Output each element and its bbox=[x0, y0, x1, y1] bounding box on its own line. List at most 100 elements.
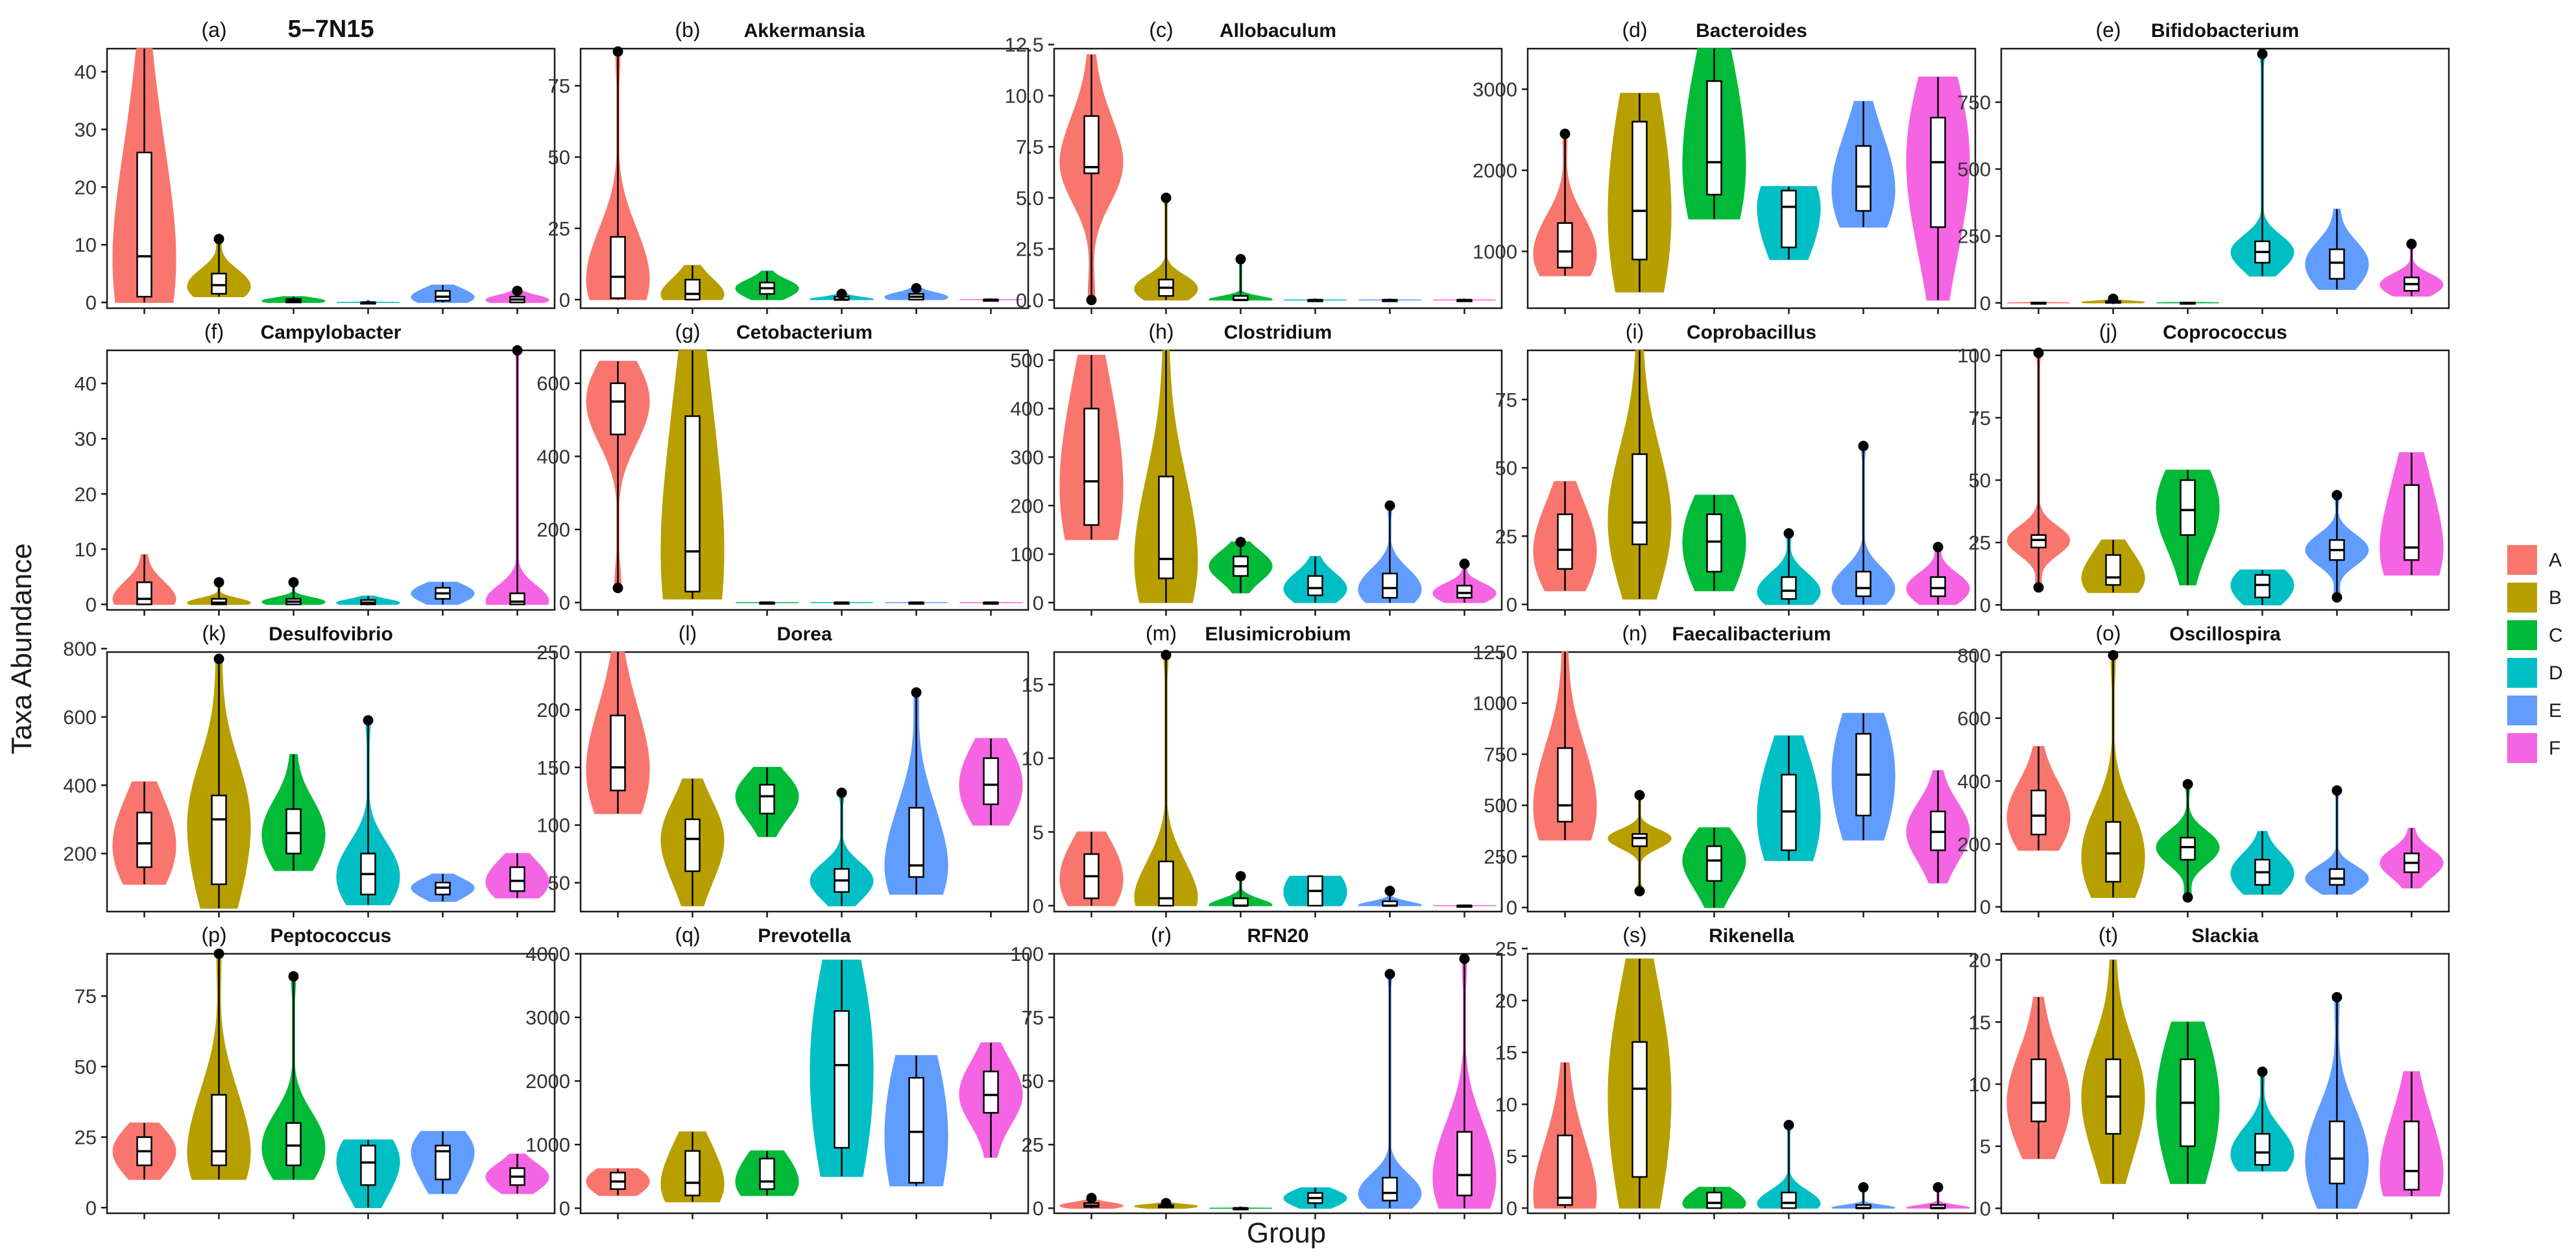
violin-D bbox=[810, 601, 873, 605]
panel-letter: (t) bbox=[2099, 923, 2118, 947]
y-tick-label: 40 bbox=[75, 61, 97, 84]
y-tick-label: 20 bbox=[1495, 989, 1517, 1012]
outlier-point bbox=[2257, 49, 2268, 60]
y-tick-label: 400 bbox=[1010, 398, 1044, 420]
panel-title: Coprobacillus bbox=[1687, 322, 1816, 343]
violin-E bbox=[2305, 208, 2369, 290]
violin-E bbox=[2305, 785, 2369, 895]
violin-A bbox=[112, 554, 176, 605]
violin-E bbox=[1358, 886, 1422, 907]
violin-C bbox=[1682, 48, 1746, 220]
violin-B bbox=[1607, 790, 1672, 897]
y-tick-label: 0 bbox=[559, 289, 570, 311]
box bbox=[983, 1071, 999, 1114]
outlier-point bbox=[213, 653, 224, 664]
violin-C bbox=[1209, 254, 1273, 302]
y-tick-label: 0.0 bbox=[1016, 289, 1044, 311]
panel-bifidobacterium: 0 250 500 750 (e) Bifidobacterium bbox=[1957, 18, 2450, 315]
violin-B bbox=[1134, 192, 1198, 301]
y-tick-label: 10.0 bbox=[1005, 84, 1044, 107]
panel-title: Prevotella bbox=[758, 925, 851, 947]
panel-title: Allobaculum bbox=[1220, 20, 1336, 42]
y-tick-label: 10 bbox=[75, 538, 97, 561]
legend-label-D: D bbox=[2549, 662, 2563, 684]
y-tick-label: 25 bbox=[75, 1126, 97, 1149]
y-tick-label: 800 bbox=[1957, 644, 1991, 667]
violin-B bbox=[2081, 959, 2145, 1184]
y-tick-label: 0 bbox=[1980, 1197, 1991, 1220]
outlier-point bbox=[2331, 490, 2342, 501]
y-tick-label: 75 bbox=[1022, 1006, 1044, 1029]
box bbox=[211, 273, 227, 295]
box bbox=[1456, 585, 1473, 599]
panel-desulfovibrio: 200 400 600 800 (k) Desulfovibrio bbox=[63, 622, 556, 917]
y-tick-label: 5.0 bbox=[1016, 187, 1044, 210]
y-tick-label: 100 bbox=[1010, 543, 1044, 566]
panel-letter: (f) bbox=[204, 320, 224, 343]
box bbox=[1781, 1191, 1797, 1209]
violin-C bbox=[1209, 871, 1273, 907]
outlier-point bbox=[1634, 886, 1645, 897]
legend-label-F: F bbox=[2549, 738, 2560, 759]
y-tick-label: 15 bbox=[1022, 673, 1044, 696]
violin-E bbox=[1831, 441, 1896, 605]
box bbox=[1706, 845, 1722, 882]
legend-key-E bbox=[2507, 696, 2537, 725]
panel-frame bbox=[579, 952, 1029, 1215]
violin-F bbox=[2379, 1071, 2444, 1196]
panel-letter: (n) bbox=[1622, 622, 1647, 645]
violin-C bbox=[1682, 1187, 1746, 1209]
panel-frame bbox=[1053, 47, 1503, 309]
box bbox=[1781, 576, 1797, 600]
panel-title: Peptococcus bbox=[271, 925, 392, 947]
violin-A bbox=[586, 361, 650, 594]
violin-C bbox=[261, 296, 326, 304]
outlier-point bbox=[1161, 1198, 1172, 1209]
violin-F bbox=[2379, 452, 2444, 575]
panel-frame bbox=[1053, 952, 1503, 1215]
y-tick-label: 50 bbox=[548, 146, 570, 169]
y-tick-label: 0 bbox=[1980, 594, 1991, 616]
panel-title: Desulfovibrio bbox=[269, 624, 393, 645]
panel-title: Bifidobacterium bbox=[2151, 20, 2299, 42]
box bbox=[834, 1010, 850, 1149]
box bbox=[684, 818, 701, 873]
outlier-point bbox=[1783, 1120, 1794, 1130]
box bbox=[684, 1150, 701, 1196]
box bbox=[759, 1157, 775, 1190]
box bbox=[2105, 821, 2121, 883]
outlier-point bbox=[1235, 871, 1246, 882]
y-tick-label: 400 bbox=[63, 774, 97, 797]
violin-C bbox=[1209, 537, 1273, 594]
panel-campylobacter: 0 10 20 30 40 (f) Campylobacter bbox=[75, 320, 556, 616]
violin-A bbox=[1059, 354, 1124, 540]
y-tick-label: 5 bbox=[1033, 821, 1044, 843]
violin-D bbox=[1757, 1120, 1821, 1209]
y-tick-label: 0 bbox=[86, 291, 97, 314]
panel-peptococcus: 0 25 50 75 (p) Peptococcus bbox=[75, 923, 556, 1219]
legend-label-C: C bbox=[2549, 625, 2563, 646]
y-tick-label: 5 bbox=[1980, 1135, 1991, 1158]
panel-elusimicrobium: 0 5 10 15 (m) Elusimicrobium bbox=[1022, 622, 1503, 917]
y-tick-label: 4000 bbox=[525, 943, 570, 965]
violin-C bbox=[261, 971, 326, 1180]
violin-A bbox=[1059, 831, 1124, 906]
y-tick-label: 0 bbox=[1980, 896, 1991, 919]
violin-E bbox=[885, 601, 948, 605]
panel-title: Campylobacter bbox=[261, 322, 402, 343]
outlier-point bbox=[1161, 649, 1172, 660]
violin-B bbox=[187, 949, 251, 1180]
violin-B bbox=[2081, 649, 2145, 898]
panel-bacteroides: 1000 2000 3000 (d) Bacteroides bbox=[1473, 18, 1977, 314]
panel-dorea: 50 100 150 200 250 (l) Dorea bbox=[536, 622, 1029, 917]
box bbox=[360, 1145, 376, 1186]
violin-B bbox=[187, 234, 251, 297]
panel-frame bbox=[106, 349, 556, 611]
violin-C bbox=[261, 577, 326, 605]
violin-B bbox=[1134, 649, 1198, 907]
y-tick-label: 600 bbox=[63, 706, 97, 729]
panel-cetobacterium: 0 200 400 600 (g) Cetobacterium bbox=[536, 320, 1029, 616]
box bbox=[2403, 1121, 2420, 1191]
y-tick-label: 200 bbox=[536, 518, 570, 541]
